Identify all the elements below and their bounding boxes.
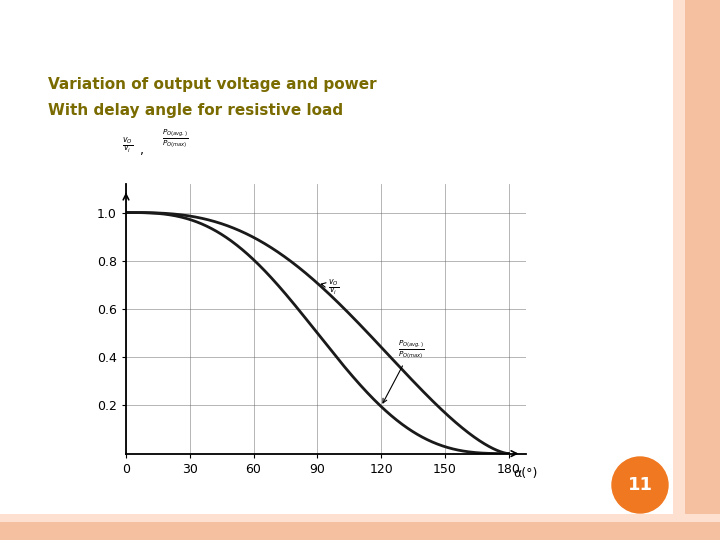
Bar xyxy=(0,514,720,522)
Circle shape xyxy=(612,457,668,513)
Text: α(°): α(°) xyxy=(513,467,538,480)
Text: Variation of output voltage and power: Variation of output voltage and power xyxy=(48,78,377,92)
Bar xyxy=(685,0,720,540)
Bar xyxy=(673,0,685,540)
Text: With delay angle for resistive load: With delay angle for resistive load xyxy=(48,103,343,118)
Bar xyxy=(0,522,720,540)
Text: $\frac{P_{O(avg.)}}{P_{O(max)}}$: $\frac{P_{O(avg.)}}{P_{O(max)}}$ xyxy=(162,127,189,150)
Text: $\frac{v_O}{v_i}$: $\frac{v_O}{v_i}$ xyxy=(122,135,133,155)
Text: $\frac{P_{O(avg.)}}{P_{O(max)}}$: $\frac{P_{O(avg.)}}{P_{O(max)}}$ xyxy=(383,338,425,403)
Text: ,: , xyxy=(140,144,144,157)
Text: 11: 11 xyxy=(628,476,652,494)
Text: $\frac{v_O}{v_i}$: $\frac{v_O}{v_i}$ xyxy=(321,276,339,296)
